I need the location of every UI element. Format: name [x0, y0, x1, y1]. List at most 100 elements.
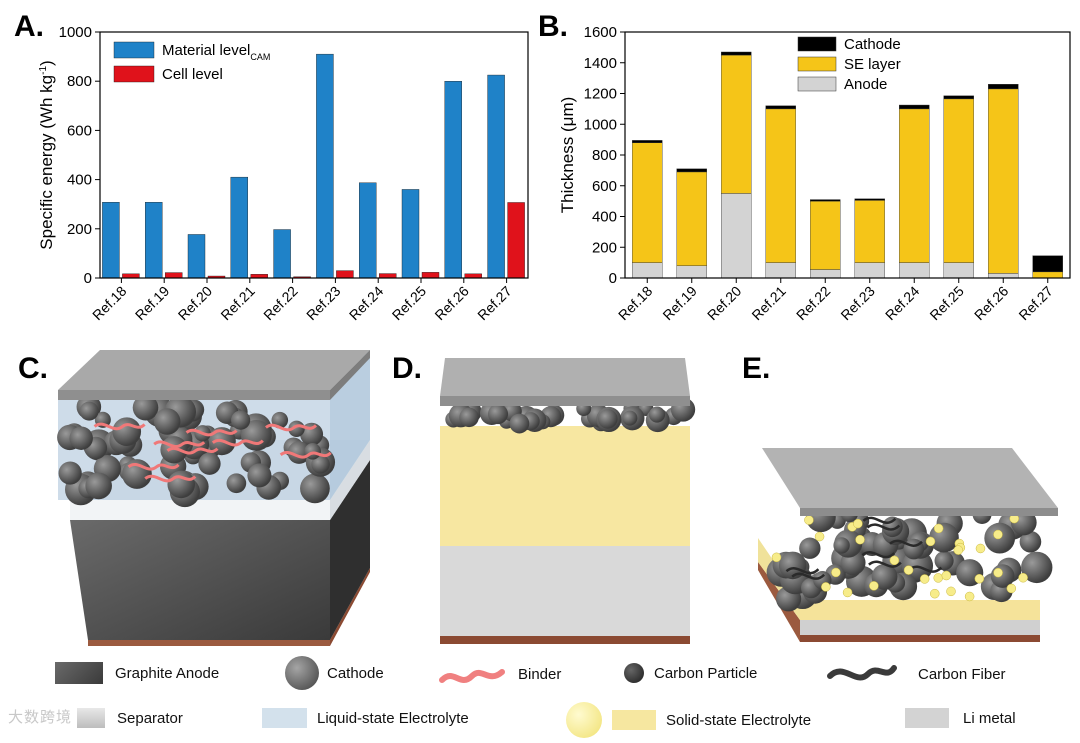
e-cathode-particle	[1019, 530, 1042, 553]
e-carbon-fiber	[861, 551, 896, 559]
liquid-electrolyte-swatch	[262, 708, 307, 728]
chart-b-y-tick-label: 0	[609, 270, 617, 287]
chart-b-bar-cathode-ref21	[765, 105, 796, 110]
chart-a-x-tick-label: Ref.24	[346, 283, 387, 324]
chart-b-bar-cathode-ref26	[988, 84, 1019, 90]
chart-a-bar-cell-ref27	[507, 202, 525, 279]
e-se-particle	[889, 555, 900, 566]
d-cathode-particle	[622, 410, 638, 426]
chart-b-y-tick-label: 400	[592, 209, 617, 226]
panel-label-e: E.	[742, 352, 771, 385]
c-cathode-particle	[58, 461, 82, 485]
chart-a-x-tick-label: Ref.25	[389, 283, 430, 324]
e-carbon-fiber	[866, 523, 901, 531]
e-cathode-particle	[778, 551, 807, 580]
e-carbon-fiber	[791, 572, 826, 580]
legend-carbon-fiber: Carbon Fiber	[826, 658, 1006, 690]
c-cathode-particle	[231, 410, 251, 430]
c-cathode-particle	[79, 401, 99, 421]
e-cathode-particle	[1021, 551, 1053, 584]
chart-b-bar-cathode-ref23	[854, 198, 885, 201]
chart-a-x-tick-label: Ref.18	[89, 283, 130, 324]
chart-b-bar-se-layer-ref26	[988, 88, 1019, 274]
e-se-particle	[974, 573, 985, 584]
se-particle-icon	[566, 702, 602, 738]
chart-a-bar-cell-ref24	[379, 273, 397, 279]
d-cathode-particle	[509, 413, 530, 434]
chart-a-bar-material-ref22	[273, 229, 291, 279]
chart-a-legend-label-1: Cell level	[162, 66, 223, 83]
c-cathode-particle	[132, 394, 159, 421]
e-se-particle	[933, 573, 944, 583]
li-metal-block	[440, 546, 690, 636]
c-cathode-particle	[226, 473, 247, 494]
legend-carbon-fiber-label: Carbon Fiber	[918, 665, 1006, 683]
carbon-particle-icon	[624, 663, 644, 683]
e-se-particle	[964, 591, 975, 602]
e-se-particle	[804, 515, 814, 525]
chart-a-bar-material-ref26	[444, 80, 462, 279]
legend-li-metal-label: Li metal	[963, 709, 1016, 727]
chart-a-bar-cell-ref25	[421, 272, 440, 279]
legend-liquid-electrolyte-label: Liquid-state Electrolyte	[317, 709, 469, 727]
e-se-layer	[800, 600, 1040, 620]
se-layer-block	[440, 426, 690, 546]
chart-b-thickness: 0 200 400 600 800 1000 1200 1400 1600 Ref.18 Ref.1…	[558, 24, 1071, 324]
e-se-particle	[869, 581, 879, 591]
chart-b-bar-cathode-ref18	[632, 140, 663, 143]
chart-b-x-tick-label: Ref.26	[971, 283, 1012, 324]
e-se-particle	[975, 543, 986, 554]
e-carbon-fiber	[785, 567, 820, 575]
e-se-particle	[993, 567, 1003, 578]
chart-a-x-tick-label: Ref.20	[175, 283, 216, 324]
c-cathode-particle	[85, 472, 112, 500]
chart-a-bar-material-ref24	[359, 182, 377, 279]
e-carbon-fiber	[889, 539, 923, 547]
chart-b-bar-cathode-ref25	[943, 95, 974, 100]
chart-a-x-tick-label: Ref.21	[217, 283, 258, 324]
c-binder-strand	[127, 463, 180, 471]
legend-cathode: Cathode	[285, 656, 384, 690]
chart-b-bar-anode-ref20	[721, 193, 752, 279]
chart-b-legend-swatch-1	[797, 56, 837, 72]
legend-separator-label: Separator	[117, 709, 183, 727]
cathode-particle-icon	[285, 656, 319, 690]
panel-c-liquid-cell-illustration	[57, 350, 370, 646]
legend-li-metal: Li metal	[905, 708, 1016, 728]
chart-b-bar-se-layer-ref25	[943, 98, 974, 263]
d-cathode-particle	[487, 404, 509, 425]
chart-b-y-tick-label: 1400	[584, 55, 617, 72]
e-se-particle	[941, 570, 952, 581]
chart-b-bar-cathode-ref24	[899, 104, 930, 110]
chart-a-y-tick-label: 400	[67, 172, 92, 189]
chart-b-y-tick-label: 200	[592, 239, 617, 256]
chart-b-x-tick-label: Ref.21	[748, 283, 789, 324]
chart-a-bar-cell-ref26	[464, 273, 482, 279]
c-cathode-particle	[153, 408, 181, 435]
chart-b-bar-anode-ref25	[943, 262, 974, 279]
d-cathode-particle	[459, 407, 479, 428]
c-binder-strand	[166, 446, 219, 455]
chart-b-x-tick-label: Ref.20	[704, 283, 745, 324]
legend-carbon-particle-label: Carbon Particle	[654, 664, 758, 682]
chart-b-bar-cathode-ref19	[676, 168, 707, 173]
chart-b-bar-anode-ref19	[676, 265, 707, 279]
c-cathode-particle	[167, 470, 195, 499]
e-se-particle	[831, 567, 841, 578]
chart-b-x-tick-label: Ref.22	[793, 283, 834, 324]
chart-a-bar-cell-ref23	[336, 270, 354, 279]
e-se-particle	[853, 518, 863, 529]
panel-label-a: A.	[14, 10, 44, 43]
chart-a-legend-swatch-1	[113, 65, 155, 83]
chart-b-bar-cathode-ref27	[1032, 255, 1063, 273]
chart-b-bar-cathode-ref20	[721, 51, 752, 56]
chart-b-bar-anode-ref18	[632, 262, 663, 279]
e-se-particle	[855, 534, 865, 545]
c-cathode-particle	[240, 419, 272, 451]
chart-b-bar-cathode-ref22	[810, 199, 841, 202]
e-se-particle	[771, 552, 782, 563]
carbon-fiber-icon	[827, 665, 897, 681]
c-binder-strand	[265, 423, 318, 432]
chart-b-legend-swatch-2	[797, 76, 837, 92]
